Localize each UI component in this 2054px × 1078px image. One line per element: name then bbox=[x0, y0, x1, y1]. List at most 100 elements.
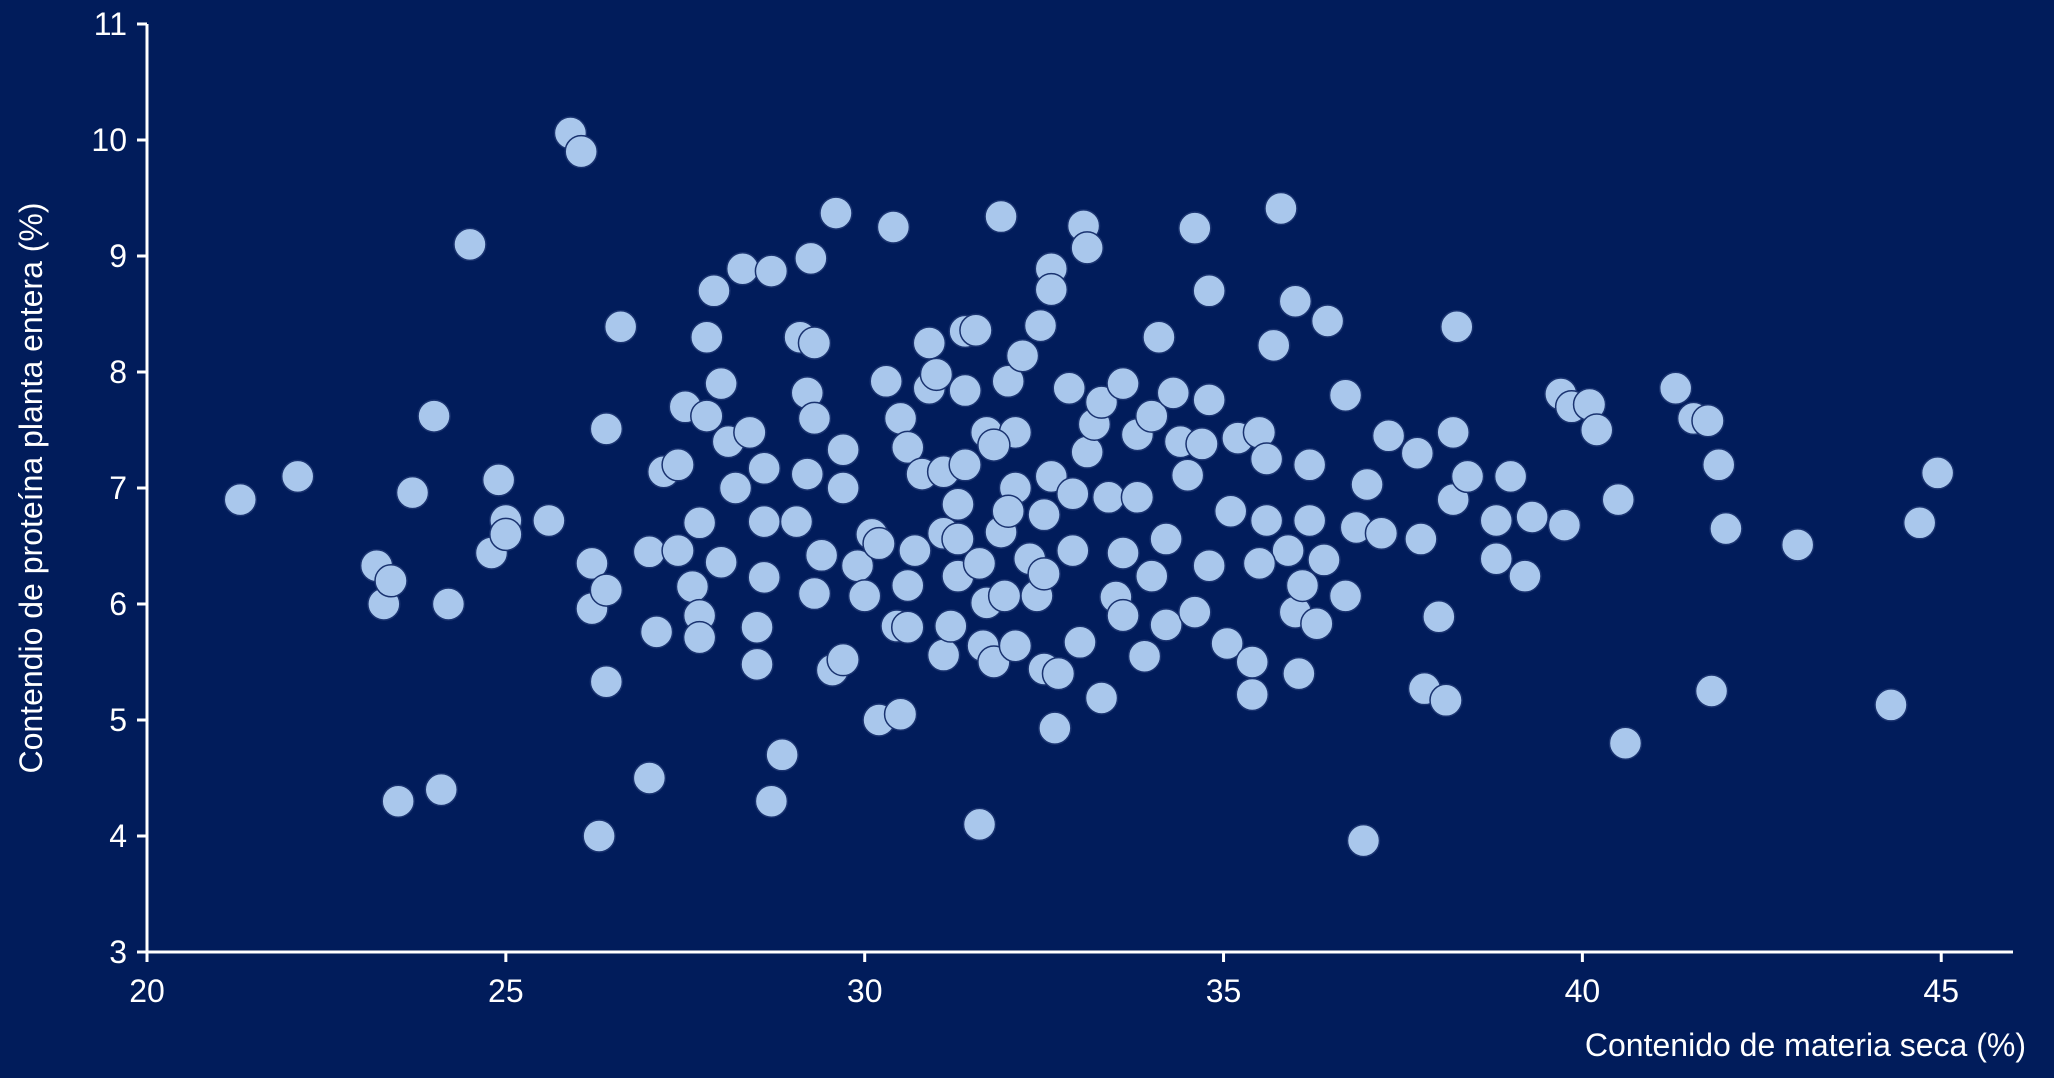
point bbox=[1350, 467, 1384, 502]
point bbox=[1056, 477, 1090, 511]
point bbox=[1070, 435, 1104, 469]
point bbox=[1235, 677, 1269, 712]
point bbox=[898, 533, 932, 568]
point bbox=[1264, 191, 1298, 226]
x-tick-label: 35 bbox=[1206, 973, 1242, 1009]
point bbox=[1479, 542, 1514, 576]
point bbox=[1285, 568, 1320, 603]
point bbox=[891, 610, 925, 644]
point bbox=[589, 412, 624, 446]
point bbox=[381, 784, 415, 818]
point bbox=[747, 560, 781, 595]
point bbox=[632, 761, 667, 795]
point bbox=[790, 457, 825, 491]
point bbox=[1070, 231, 1104, 265]
point bbox=[1874, 688, 1908, 722]
point bbox=[1601, 482, 1636, 517]
point bbox=[1249, 442, 1284, 476]
point bbox=[589, 573, 624, 607]
point bbox=[1694, 674, 1729, 708]
point bbox=[704, 366, 738, 401]
point bbox=[639, 615, 674, 649]
point bbox=[280, 459, 315, 494]
point bbox=[1701, 448, 1736, 482]
point bbox=[826, 432, 860, 467]
point bbox=[862, 526, 896, 561]
point bbox=[1278, 284, 1313, 318]
point bbox=[826, 642, 860, 677]
point bbox=[675, 569, 710, 604]
point bbox=[1052, 371, 1086, 405]
point bbox=[1436, 415, 1470, 450]
point bbox=[1328, 579, 1363, 613]
point bbox=[991, 364, 1025, 399]
point bbox=[959, 313, 993, 347]
point bbox=[1235, 645, 1269, 679]
point bbox=[1282, 656, 1316, 691]
point bbox=[374, 564, 408, 598]
point bbox=[962, 546, 997, 581]
point bbox=[941, 522, 975, 556]
point bbox=[564, 134, 598, 169]
point bbox=[797, 326, 832, 360]
point bbox=[704, 545, 738, 579]
point bbox=[1192, 548, 1226, 583]
point bbox=[1142, 320, 1176, 354]
point bbox=[1106, 536, 1140, 570]
x-tick-label: 20 bbox=[129, 973, 165, 1009]
y-tick-label: 6 bbox=[109, 586, 127, 622]
point bbox=[223, 482, 258, 517]
point bbox=[1515, 500, 1549, 534]
point bbox=[1056, 533, 1090, 568]
point bbox=[661, 448, 695, 482]
point bbox=[1371, 419, 1406, 453]
point bbox=[1440, 310, 1474, 344]
point bbox=[1422, 600, 1456, 634]
point bbox=[1780, 528, 1815, 562]
point bbox=[1192, 383, 1226, 417]
point bbox=[725, 252, 760, 286]
point bbox=[1400, 436, 1435, 470]
point bbox=[1023, 308, 1058, 343]
point bbox=[1106, 598, 1140, 633]
point bbox=[1034, 272, 1069, 307]
point bbox=[1579, 413, 1614, 447]
y-tick-label: 8 bbox=[109, 354, 127, 390]
point bbox=[1310, 304, 1345, 338]
point bbox=[1149, 608, 1183, 642]
point bbox=[1084, 681, 1119, 715]
point bbox=[532, 503, 566, 538]
point bbox=[819, 196, 853, 230]
point bbox=[1156, 376, 1191, 410]
point bbox=[1479, 503, 1514, 538]
point bbox=[575, 546, 609, 581]
point bbox=[1106, 366, 1140, 401]
y-tick-label: 11 bbox=[94, 6, 127, 42]
point bbox=[1346, 823, 1381, 858]
point bbox=[747, 504, 781, 539]
point bbox=[1429, 683, 1463, 718]
point bbox=[1508, 559, 1542, 593]
point bbox=[1084, 385, 1119, 419]
point bbox=[733, 415, 767, 450]
x-tick-label: 25 bbox=[488, 973, 524, 1009]
point bbox=[1450, 459, 1485, 494]
point bbox=[1271, 533, 1305, 568]
point bbox=[1135, 399, 1169, 433]
point bbox=[1292, 448, 1327, 482]
point bbox=[740, 610, 774, 644]
point bbox=[1249, 503, 1284, 538]
point bbox=[941, 487, 975, 521]
point bbox=[1691, 403, 1725, 438]
point bbox=[779, 504, 814, 539]
point bbox=[1920, 456, 1955, 490]
point bbox=[1185, 427, 1219, 461]
y-tick-label: 9 bbox=[109, 238, 127, 274]
point bbox=[661, 533, 695, 568]
point bbox=[991, 494, 1025, 528]
point bbox=[794, 241, 828, 276]
point bbox=[754, 254, 789, 288]
point bbox=[1210, 626, 1244, 661]
point bbox=[891, 430, 925, 465]
